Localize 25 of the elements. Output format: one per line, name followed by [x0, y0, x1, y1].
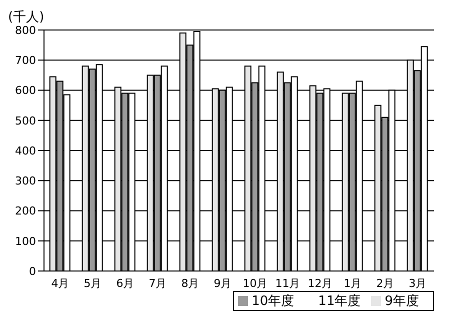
x-tick-label: 3月 — [408, 276, 427, 290]
legend-label: 9年度 — [384, 294, 419, 309]
y-tick-label: 800 — [15, 24, 36, 37]
x-tick-label: 10月 — [242, 276, 268, 290]
x-tick-label: 9月 — [214, 276, 232, 290]
y-tick-label: 100 — [15, 234, 36, 248]
y-tick-label: 500 — [15, 114, 36, 128]
y-tick-label: 600 — [15, 84, 36, 98]
y-tick-label: 200 — [15, 204, 36, 218]
y-axis-title: (千人) — [8, 9, 44, 26]
x-tick-label: 1月 — [344, 276, 362, 290]
x-tick-label: 7月 — [148, 276, 167, 290]
x-tick-label: 6月 — [116, 276, 134, 290]
y-tick-label: 700 — [15, 54, 36, 68]
series-label: 11年度 — [318, 294, 361, 309]
x-tick-label: 11月 — [275, 276, 300, 290]
x-tick-label: 12月 — [308, 276, 333, 290]
y-tick-label: 400 — [15, 144, 36, 158]
x-tick-label: 8月 — [181, 276, 200, 290]
x-tick-label: 4月 — [51, 276, 70, 290]
y-tick-label: 300 — [15, 174, 36, 188]
y-tick-label: 0 — [29, 264, 36, 278]
x-tick-label: 2月 — [376, 276, 394, 290]
x-tick-label: 5月 — [84, 276, 102, 290]
legend-label: 10年度 — [252, 294, 294, 309]
